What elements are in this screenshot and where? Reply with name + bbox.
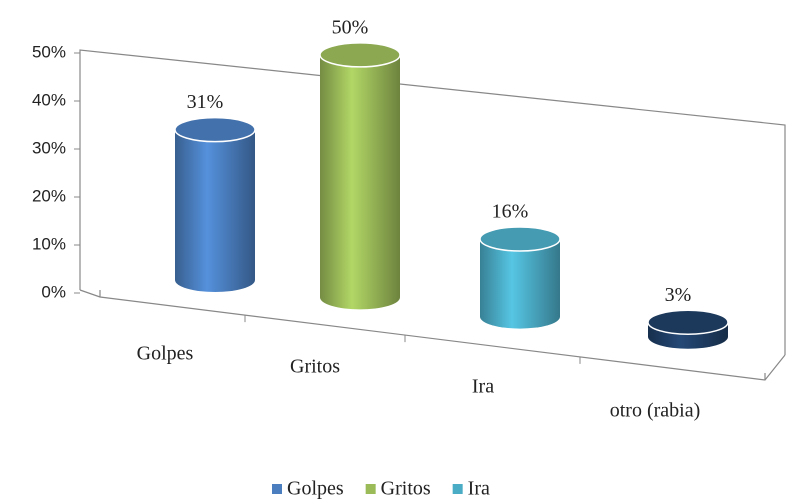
legend-label: Ira: [468, 478, 490, 500]
frame: [79, 49, 786, 381]
y-tick-label: 10%: [32, 234, 66, 253]
legend-label: Gritos: [381, 478, 431, 500]
x-tick-label: otro (rabia): [610, 400, 701, 422]
bar-top: [647, 309, 729, 335]
bar: [479, 226, 561, 329]
bar-top: [319, 42, 401, 68]
legend-swatch: [452, 484, 463, 494]
x-tick-label: Ira: [472, 376, 494, 398]
y-tick-label: 20%: [32, 186, 66, 205]
bar-top: [479, 226, 561, 252]
bar-body: [480, 239, 560, 329]
value-label: 50%: [332, 16, 369, 38]
bar-top: [174, 116, 256, 143]
value-label: 31%: [187, 91, 224, 113]
x-tick-label: Gritos: [290, 356, 340, 378]
bar-body: [175, 129, 255, 292]
bar: [647, 309, 729, 349]
legend-swatch: [365, 484, 376, 494]
x-tick-label: Golpes: [137, 343, 194, 365]
y-tick-label: 0%: [41, 282, 66, 301]
legend-swatch: [272, 484, 282, 494]
value-label: 16%: [492, 201, 529, 223]
y-tick-label: 50%: [32, 42, 66, 61]
bar: [319, 42, 401, 310]
legend-label: Golpes: [287, 478, 344, 500]
bar-body: [320, 54, 400, 310]
bar: [174, 116, 256, 292]
y-tick-label: 40%: [32, 90, 66, 109]
y-tick-label: 30%: [32, 138, 66, 157]
value-label: 3%: [665, 284, 692, 306]
